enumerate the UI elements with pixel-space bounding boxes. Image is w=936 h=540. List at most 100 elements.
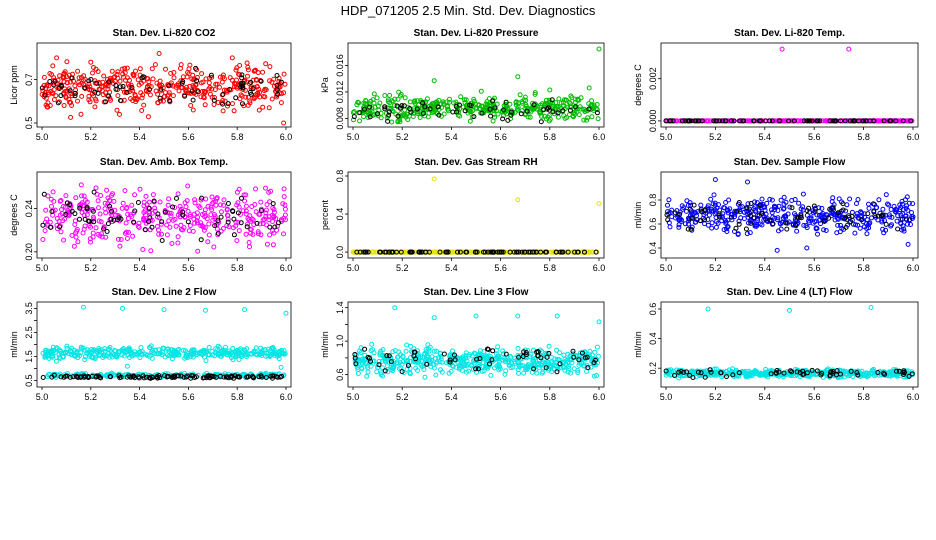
data-point	[74, 228, 80, 234]
data-point	[198, 237, 204, 243]
data-point	[280, 201, 286, 207]
data-point	[744, 231, 750, 237]
data-point	[736, 218, 742, 224]
data-point	[567, 107, 573, 113]
data-point	[462, 97, 467, 103]
data-point	[386, 112, 392, 118]
data-point	[887, 214, 893, 220]
data-point	[222, 348, 228, 354]
data-point	[230, 225, 236, 231]
data-point	[225, 101, 231, 107]
data-point	[269, 96, 275, 102]
data-point	[236, 186, 242, 192]
data-point	[214, 226, 220, 232]
data-point	[178, 373, 184, 379]
data-point	[800, 368, 806, 374]
data-point	[79, 75, 84, 80]
data-point	[49, 209, 55, 214]
data-point	[868, 305, 874, 310]
data-point	[258, 232, 264, 238]
data-point	[900, 118, 906, 124]
data-point	[491, 249, 497, 255]
data-point	[720, 118, 726, 124]
y-tick-label: 0.5	[24, 374, 34, 387]
data-point	[75, 98, 80, 104]
data-point	[262, 94, 268, 100]
data-point	[432, 365, 437, 371]
data-point	[411, 106, 417, 112]
data-point	[361, 114, 366, 120]
data-point	[75, 68, 81, 74]
data-point	[270, 242, 276, 248]
data-point	[233, 67, 239, 73]
data-point	[377, 100, 383, 106]
data-point	[363, 360, 369, 366]
data-point	[203, 358, 209, 363]
data-point	[235, 210, 241, 216]
data-point	[174, 195, 179, 201]
data-point	[55, 100, 61, 106]
data-point	[424, 96, 430, 102]
data-point	[119, 347, 125, 353]
x-tick-label: 5.8	[857, 132, 870, 142]
data-point	[50, 63, 56, 69]
data-point	[389, 119, 395, 125]
data-point	[198, 220, 204, 226]
data-point	[187, 223, 193, 229]
data-point	[231, 108, 237, 114]
data-point	[199, 195, 205, 201]
data-point	[807, 373, 813, 378]
data-point	[688, 226, 694, 232]
data-point	[96, 346, 102, 351]
data-point	[238, 220, 244, 226]
data-point	[155, 211, 161, 217]
data-point	[72, 90, 78, 96]
data-point	[63, 212, 69, 217]
data-point	[73, 195, 79, 201]
data-point	[787, 307, 792, 313]
data-point	[156, 373, 162, 378]
data-point	[501, 107, 506, 113]
data-point	[515, 74, 521, 80]
data-point	[207, 91, 213, 97]
data-point	[40, 222, 46, 228]
data-point	[691, 202, 697, 208]
data-point	[756, 118, 762, 124]
data-point	[188, 103, 194, 108]
data-point	[864, 217, 870, 223]
x-tick-label: 5.0	[660, 263, 673, 273]
data-point	[67, 79, 73, 85]
data-point	[128, 82, 134, 88]
data-point	[904, 194, 910, 200]
data-point	[270, 219, 275, 224]
data-point	[225, 219, 231, 225]
data-point	[447, 359, 453, 365]
data-point	[351, 109, 357, 115]
data-point	[489, 357, 495, 363]
x-tick-label: 5.4	[445, 263, 458, 273]
data-point	[230, 101, 235, 107]
data-point	[40, 375, 46, 380]
data-point	[848, 219, 854, 225]
data-point	[709, 220, 715, 226]
data-point	[267, 232, 273, 238]
data-point	[73, 234, 79, 240]
data-point	[402, 95, 408, 101]
data-point	[149, 66, 155, 72]
data-point	[440, 249, 446, 255]
data-point	[187, 354, 193, 360]
data-points	[350, 46, 602, 125]
data-point	[390, 349, 396, 355]
data-point	[49, 203, 54, 209]
data-point	[705, 222, 711, 228]
data-point	[735, 231, 741, 237]
data-point	[438, 367, 443, 373]
data-point	[669, 369, 675, 375]
data-point	[779, 46, 785, 52]
x-tick-label: 6.0	[280, 263, 293, 273]
data-point	[416, 249, 422, 255]
data-point	[130, 374, 136, 380]
data-point	[45, 372, 51, 378]
data-point	[256, 107, 262, 113]
data-point	[278, 79, 284, 85]
